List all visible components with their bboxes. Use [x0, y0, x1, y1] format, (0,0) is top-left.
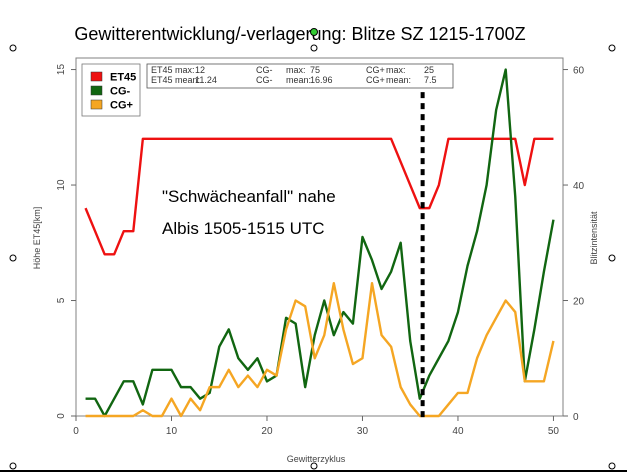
x-tick-label: 20 — [261, 426, 273, 437]
legend-label: CG- — [110, 86, 131, 98]
y-left-tick-label: 5 — [56, 297, 67, 303]
resize-handle-n[interactable] — [311, 45, 317, 51]
chart-title: Gewitterentwicklung/-verlagerung: Blitze… — [74, 24, 525, 44]
y-right-tick-label: 40 — [573, 181, 585, 192]
stats-cell: 12 — [195, 65, 205, 75]
stats-cell: 25 — [424, 65, 434, 75]
stats-cell: 7.5 — [424, 75, 437, 85]
stats-cell: CG- — [256, 75, 273, 85]
resize-handle-e[interactable] — [609, 255, 615, 261]
resize-handle-nw[interactable] — [10, 45, 16, 51]
resize-handle-s[interactable] — [311, 463, 317, 469]
x-tick-label: 0 — [73, 426, 79, 437]
x-tick-label: 30 — [357, 426, 369, 437]
legend-label: CG+ — [110, 100, 133, 112]
stats-cell: 75 — [310, 65, 320, 75]
stats-cell: mean: — [386, 75, 411, 85]
stats-cell: max: — [286, 65, 306, 75]
y-axis-left-label: Höhe ET45[km] — [32, 207, 42, 270]
y-left-tick-label: 0 — [56, 413, 67, 419]
series-line-cg- — [86, 283, 554, 416]
stats-cell: CG+ — [366, 75, 385, 85]
annotation-line-1: "Schwächeanfall" nahe — [162, 187, 336, 206]
stats-cell: max: — [386, 65, 406, 75]
legend-label: ET45 — [110, 72, 136, 84]
y-right-tick-label: 0 — [573, 412, 579, 423]
x-tick-label: 40 — [452, 426, 464, 437]
y-axis-right-label: Blitzintensität — [589, 211, 599, 265]
resize-handle-sw[interactable] — [10, 463, 16, 469]
stats-cell: ET45 max: — [151, 65, 195, 75]
series-line-cg- — [86, 70, 554, 416]
x-tick-label: 50 — [548, 426, 560, 437]
stats-cell: 16.96 — [310, 75, 333, 85]
stats-cell: 11.24 — [195, 75, 217, 85]
stats-cell: ET45 mean: — [151, 75, 200, 85]
legend-swatch — [91, 100, 102, 109]
y-left-tick-label: 10 — [56, 179, 67, 191]
rotation-handle[interactable] — [311, 29, 318, 36]
legend: ET45 CG- CG+ — [82, 64, 140, 116]
y-right-tick-label: 20 — [573, 297, 585, 308]
y-right-tick-label: 60 — [573, 66, 585, 77]
legend-swatch — [91, 86, 102, 95]
stats-cell: CG+ — [366, 65, 385, 75]
x-tick-label: 10 — [166, 426, 178, 437]
stats-cell: CG- — [256, 65, 273, 75]
legend-swatch — [91, 72, 102, 81]
resize-handle-ne[interactable] — [609, 45, 615, 51]
stats-cell: mean: — [286, 75, 311, 85]
x-axis-label: Gewitterzyklus — [287, 454, 346, 464]
y-left-tick-label: 15 — [56, 64, 67, 76]
resize-handle-w[interactable] — [10, 255, 16, 261]
annotation-line-2: Albis 1505-1515 UTC — [162, 219, 325, 238]
resize-handle-se[interactable] — [609, 463, 615, 469]
